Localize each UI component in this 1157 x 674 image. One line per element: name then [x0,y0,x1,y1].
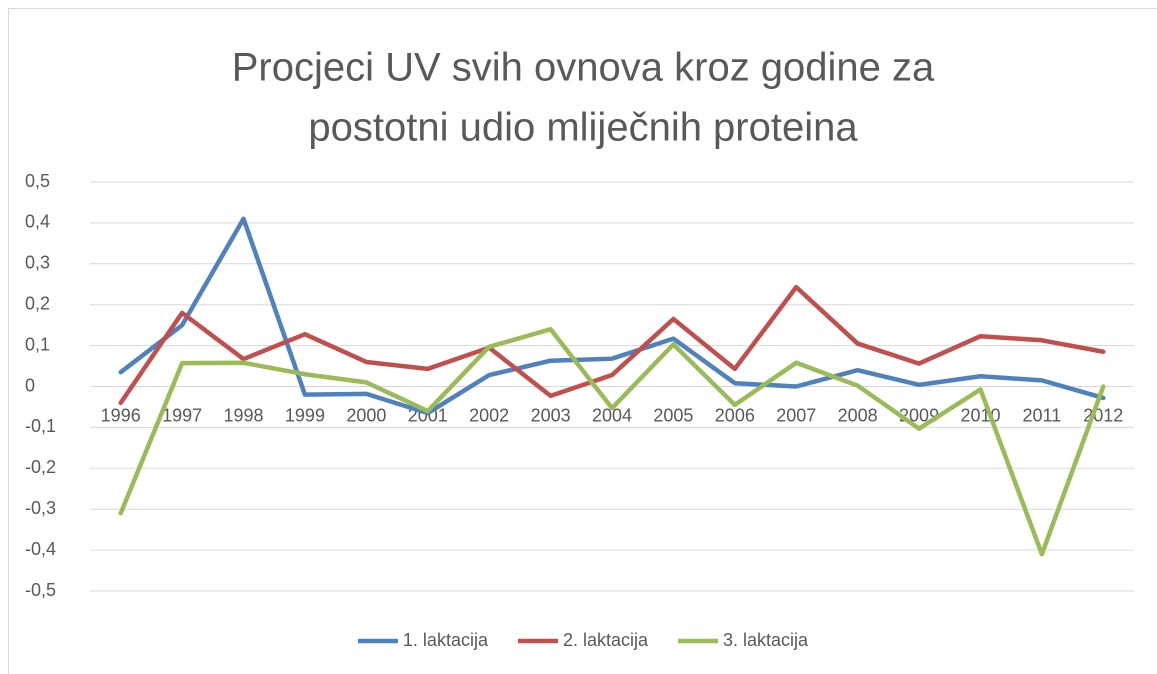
legend-label: 1. laktacija [403,630,489,650]
x-tick-label: 2007 [776,405,816,425]
y-tick-label: -0,2 [25,457,56,477]
x-tick-label: 1998 [224,405,264,425]
legend-label: 2. laktacija [563,630,649,650]
y-tick-label: 0,3 [25,253,50,273]
x-tick-label: 2006 [715,405,755,425]
y-tick-label: 0,1 [25,334,50,354]
y-tick-label: 0,5 [25,171,50,191]
y-tick-label: -0,3 [25,498,56,518]
y-tick-label: -0,1 [25,416,56,436]
series-line [118,326,1106,557]
x-tick-label: 2000 [346,405,386,425]
y-tick-label: 0 [25,375,35,395]
y-tick-label: -0,5 [25,580,56,600]
x-tick-label: 2008 [838,405,878,425]
x-tick-label: 1997 [162,405,202,425]
x-tick-label: 2011 [1023,405,1062,425]
x-tick-label: 2003 [531,405,571,425]
x-tick-label: 2005 [653,405,693,425]
series-line [118,216,1106,416]
x-tick-label: 2004 [592,405,632,425]
y-tick-label: 0,2 [25,293,50,313]
x-tick-label: 2002 [469,405,509,425]
y-tick-label: 0,4 [25,212,50,232]
x-tick-label: 1999 [285,405,325,425]
legend-label: 3. laktacija [723,630,809,650]
chart-title: Procjeci UV svih ovnova kroz godine za [232,46,935,90]
x-tick-label: 1996 [101,405,141,425]
series-line [118,284,1106,406]
y-tick-label: -0,4 [25,539,56,559]
chart-title: postotni udio mliječnih proteina [308,106,858,150]
